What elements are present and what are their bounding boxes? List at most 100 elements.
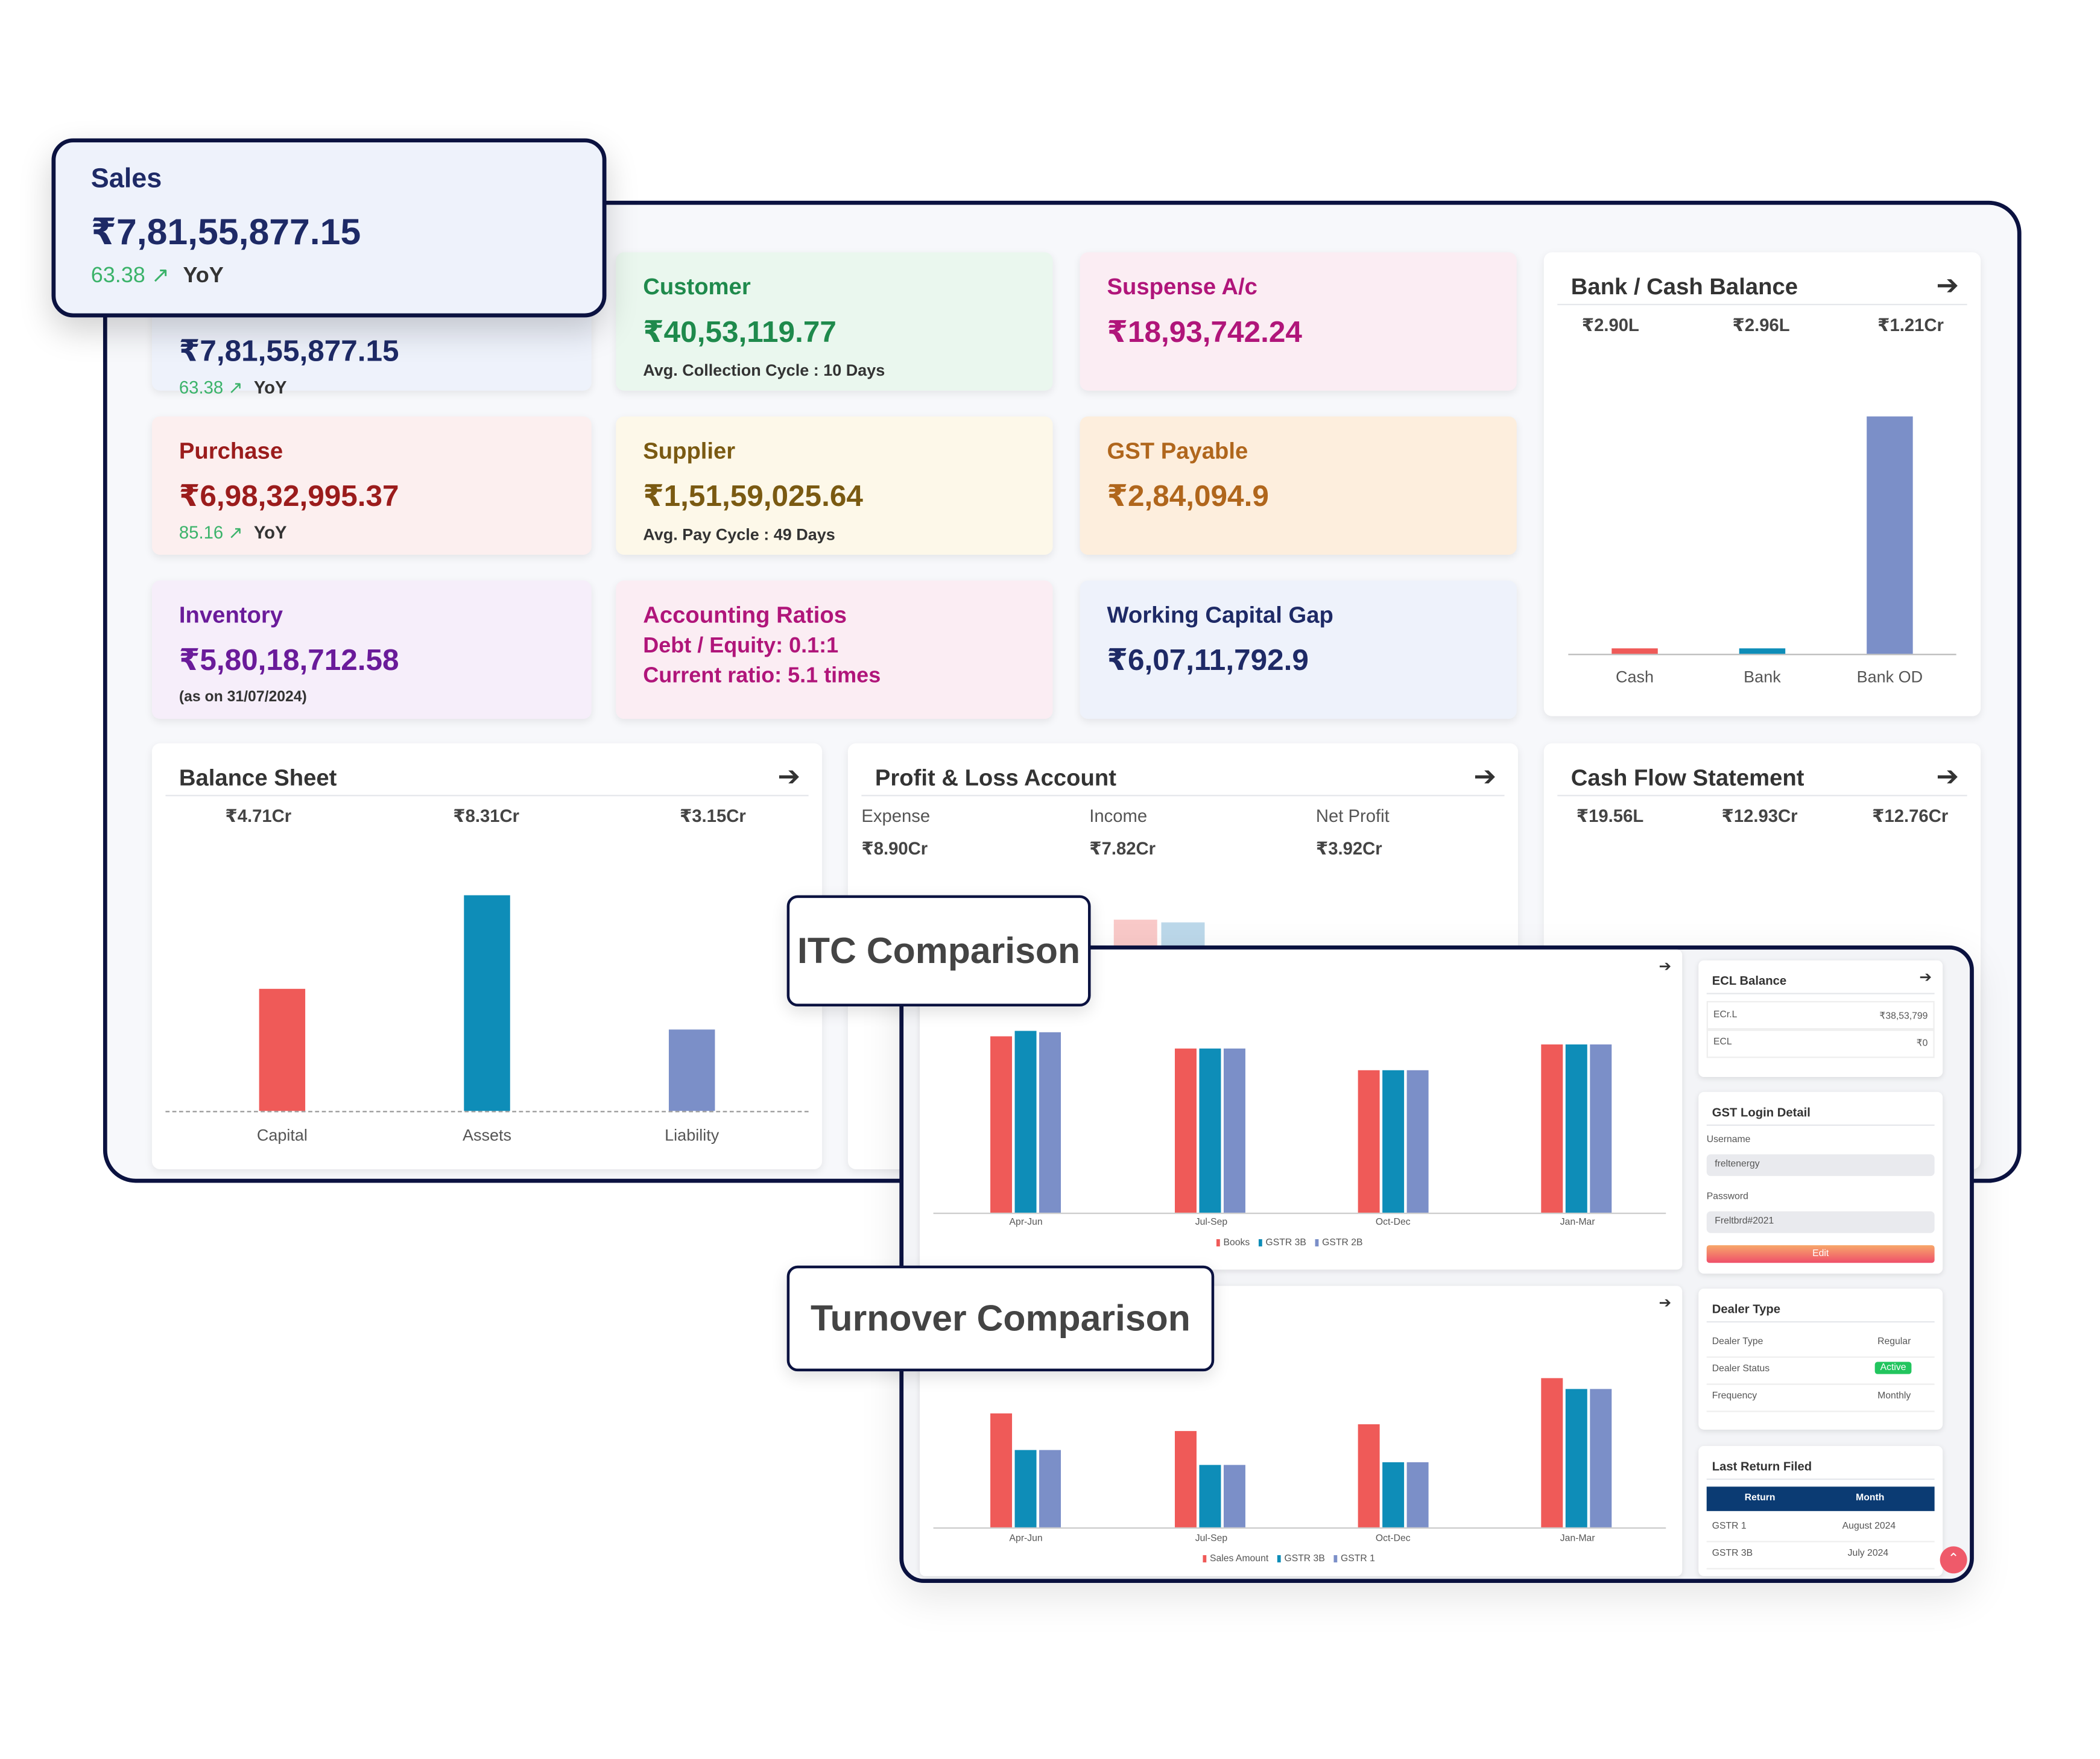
ecl-row-2: ECL ₹0 — [1706, 1028, 1935, 1058]
balance-sheet-xlabel-1: Capital — [256, 1126, 308, 1145]
itc-bar-2-1 — [1174, 1048, 1197, 1213]
turnover-bar-4-3 — [1590, 1388, 1612, 1527]
itc-bar-3-3 — [1406, 1069, 1429, 1213]
ratios-debt-equity: Debt / Equity: 0.1:1 — [643, 634, 839, 658]
pnl-value-income: ₹7.82Cr — [1089, 838, 1156, 859]
wc-gap-value: ₹6,07,11,792.9 — [1107, 643, 1309, 677]
itc-bar-4-3 — [1590, 1044, 1612, 1213]
balance-sheet-value-3: ₹3.15Cr — [679, 806, 746, 826]
itc-bar-1-1 — [990, 1036, 1013, 1213]
status-badge: Active — [1874, 1362, 1912, 1374]
last-return-title: Last Return Filed — [1712, 1459, 1812, 1473]
itc-bar-3-2 — [1382, 1069, 1405, 1213]
ratios-card[interactable]: Accounting Ratios Debt / Equity: 0.1:1 C… — [616, 580, 1053, 719]
customer-sub: Avg. Collection Cycle : 10 Days — [643, 361, 885, 380]
turnover-bar-3-2 — [1382, 1461, 1405, 1527]
customer-value: ₹40,53,119.77 — [643, 314, 837, 349]
bank-cash-value-1: ₹2.90L — [1581, 314, 1639, 335]
sales-popup-yoy: 63.38 ↗ YoY — [90, 264, 224, 288]
customer-title: Customer — [643, 274, 751, 300]
itc-bar-2-3 — [1223, 1048, 1245, 1213]
turnover-comparison-label: Turnover Comparison — [786, 1265, 1215, 1372]
arrow-right-icon[interactable]: ➔ — [1936, 762, 1959, 792]
itc-xlabel-2: Jul-Sep — [1195, 1217, 1228, 1228]
wc-gap-card[interactable]: Working Capital Gap ₹6,07,11,792.9 — [1080, 580, 1517, 719]
gst-payable-value: ₹2,84,094.9 — [1107, 479, 1269, 513]
inventory-title: Inventory — [179, 602, 283, 628]
bank-cash-panel: Bank / Cash Balance ➔ ₹2.90L ₹2.96L ₹1.2… — [1543, 252, 1981, 716]
ratios-title: Accounting Ratios — [643, 602, 847, 628]
suspense-card[interactable]: Suspense A/c ₹18,93,742.24 — [1080, 252, 1517, 391]
pnl-label-net-profit: Net Profit — [1315, 806, 1390, 826]
arrow-right-icon[interactable]: ➔ — [1919, 970, 1932, 987]
bank-cash-value-3: ₹1.21Cr — [1877, 314, 1944, 335]
ecl-panel: ECL Balance ➔ ECr.L ₹38,53,799 ECL ₹0 — [1698, 960, 1943, 1078]
itc-bar-3-1 — [1358, 1069, 1380, 1213]
dealer-row-frequency: Frequency Monthly — [1706, 1383, 1935, 1412]
itc-comparison-label: ITC Comparison — [786, 895, 1091, 1007]
bank-cash-bar-bank-od — [1867, 416, 1913, 654]
gst-payable-title: GST Payable — [1107, 438, 1248, 464]
username-field[interactable]: freltenergy — [1706, 1154, 1935, 1176]
ecl-title: ECL Balance — [1712, 974, 1787, 988]
itc-xlabel-3: Oct-Dec — [1375, 1217, 1411, 1228]
sales-popup-value: ₹7,81,55,877.15 — [90, 211, 361, 253]
arrow-right-icon[interactable]: ➔ — [1659, 1295, 1672, 1312]
pnl-value-expense: ₹8.90Cr — [861, 838, 928, 859]
arrow-right-icon[interactable]: ➔ — [1473, 762, 1497, 792]
itc-xlabel-4: Jan-Mar — [1560, 1217, 1595, 1228]
turnover-bar-3-1 — [1358, 1424, 1380, 1527]
purchase-yoy: 85.16 ↗ YoY — [179, 522, 287, 543]
balance-sheet-panel: Balance Sheet ➔ ₹4.71Cr ₹8.31Cr ₹3.15Cr … — [151, 743, 823, 1169]
supplier-sub: Avg. Pay Cycle : 49 Days — [643, 525, 835, 545]
balance-sheet-value-1: ₹4.71Cr — [225, 806, 292, 826]
edit-button[interactable]: Edit — [1706, 1245, 1935, 1263]
itc-bar-1-2 — [1014, 1031, 1037, 1213]
trend-up-icon: ↗ — [151, 264, 169, 288]
ratios-current: Current ratio: 5.1 times — [643, 665, 881, 688]
turnover-bar-1-3 — [1039, 1450, 1061, 1527]
itc-xlabel-1: Apr-Jun — [1009, 1217, 1043, 1228]
arrow-right-icon[interactable]: ➔ — [1936, 271, 1959, 302]
bank-cash-title: Bank / Cash Balance — [1570, 274, 1798, 300]
supplier-card[interactable]: Supplier ₹1,51,59,025.64 Avg. Pay Cycle … — [616, 416, 1053, 555]
arrow-right-icon[interactable]: ➔ — [777, 762, 801, 792]
cash-flow-value-1: ₹19.56L — [1576, 806, 1644, 826]
turnover-bar-4-2 — [1565, 1388, 1587, 1527]
sales-popup[interactable]: Sales ₹7,81,55,877.15 63.38 ↗ YoY — [51, 138, 607, 318]
suspense-title: Suspense A/c — [1107, 274, 1257, 300]
turnover-xlabel-4: Jan-Mar — [1560, 1534, 1595, 1544]
dealer-row-type: Dealer Type Regular — [1706, 1329, 1935, 1358]
wc-gap-title: Working Capital Gap — [1107, 602, 1333, 628]
last-return-row-1: GSTR 1 August 2024 — [1706, 1514, 1935, 1543]
arrow-right-icon[interactable]: ➔ — [1659, 959, 1672, 976]
purchase-card[interactable]: Purchase ₹6,98,32,995.37 85.16 ↗ YoY — [151, 416, 592, 555]
turnover-bar-2-2 — [1199, 1464, 1221, 1527]
sales-value: ₹7,81,55,877.15 — [179, 333, 399, 368]
pnl-label-income: Income — [1089, 806, 1148, 826]
balance-sheet-bar-liability — [668, 1029, 715, 1111]
scroll-top-button[interactable]: ⌃ — [1940, 1546, 1967, 1574]
turnover-bar-1-1 — [990, 1413, 1013, 1527]
suspense-value: ₹18,93,742.24 — [1107, 314, 1302, 349]
purchase-value: ₹6,98,32,995.37 — [179, 479, 399, 513]
last-return-panel: Last Return Filed Return Month GSTR 1 Aug… — [1698, 1445, 1943, 1576]
bank-cash-xlabel-2: Bank — [1744, 667, 1781, 687]
inventory-card[interactable]: Inventory ₹5,80,18,712.58 (as on 31/07/2… — [151, 580, 592, 719]
balance-sheet-bar-capital — [259, 988, 306, 1111]
cash-flow-title: Cash Flow Statement — [1570, 765, 1804, 791]
gst-payable-card[interactable]: GST Payable ₹2,84,094.9 — [1080, 416, 1517, 555]
dealer-row-status: Dealer Status Active — [1706, 1356, 1935, 1385]
password-label: Password — [1706, 1192, 1748, 1202]
itc-bar-1-3 — [1039, 1032, 1061, 1213]
dealer-title: Dealer Type — [1712, 1302, 1781, 1316]
ecl-row-1: ECr.L ₹38,53,799 — [1706, 1001, 1935, 1031]
balance-sheet-title: Balance Sheet — [179, 765, 337, 791]
turnover-bar-3-3 — [1406, 1461, 1429, 1527]
balance-sheet-bar-assets — [464, 895, 510, 1111]
password-field[interactable]: Freltbrd#2021 — [1706, 1211, 1935, 1233]
balance-sheet-value-2: ₹8.31Cr — [453, 806, 520, 826]
pnl-bar-1 — [1113, 920, 1157, 947]
customer-card[interactable]: Customer ₹40,53,119.77 Avg. Collection C… — [616, 252, 1053, 391]
